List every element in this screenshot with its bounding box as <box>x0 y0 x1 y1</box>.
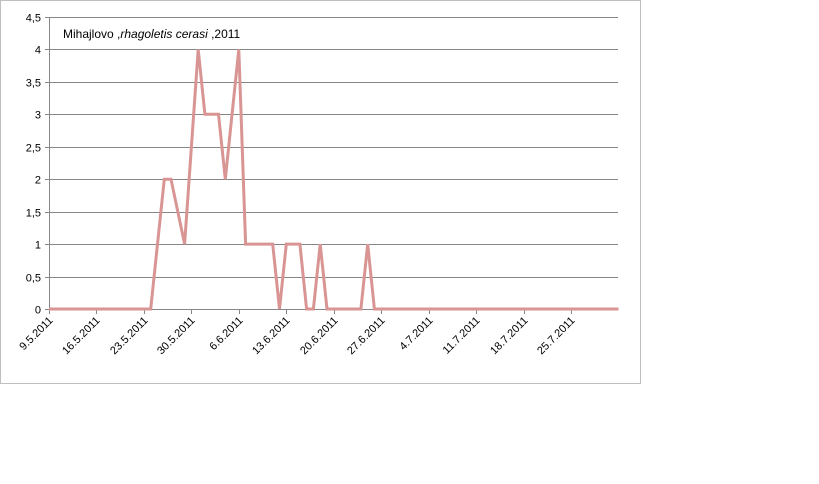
x-tick-label: 23.5.2011 <box>108 315 151 358</box>
y-tick-label: 0 <box>35 305 41 317</box>
y-tick-label: 1 <box>35 240 41 252</box>
y-tick-label: 3 <box>35 110 41 122</box>
line-chart: 0 0,5 1 1,5 2 2,5 3 3,5 4 4,5 9.5.2011 16.5.2011 23.… <box>17 13 619 358</box>
y-tick-label: 2,5 <box>26 143 41 155</box>
x-tick-label: 20.6.2011 <box>298 315 341 358</box>
x-tick-label: 9.5.2011 <box>17 315 55 353</box>
x-tick-label: 30.5.2011 <box>155 315 198 358</box>
chart-title-part: rhagoletis cerasi <box>120 27 208 41</box>
x-tick-label: 27.6.2011 <box>345 315 388 358</box>
chart-title: Mihajlovo ,rhagoletis cerasi ,2011 <box>63 27 241 41</box>
y-tick-label: 4 <box>35 45 41 57</box>
x-tick-label: 6.6.2011 <box>207 315 245 353</box>
series-line <box>49 49 619 311</box>
chart-title-part: Mihajlovo , <box>63 27 120 41</box>
y-tick-label: 2 <box>35 175 41 187</box>
x-tick-label: 11.7.2011 <box>441 315 483 357</box>
y-tick-label: 1,5 <box>26 208 41 220</box>
x-tick-label: 16.5.2011 <box>60 315 103 358</box>
y-tick-label: 3,5 <box>26 78 41 90</box>
chart-area: 0 0,5 1 1,5 2 2,5 3 3,5 4 4,5 9.5.2011 16.5.2011 23.… <box>0 0 641 384</box>
x-tick-label: 25.7.2011 <box>535 315 578 358</box>
y-tick-label: 4,5 <box>26 13 41 25</box>
chart-title-part: ,2011 <box>208 27 241 41</box>
x-tick-label: 18.7.2011 <box>488 315 531 358</box>
y-tick-label: 0,5 <box>26 273 41 285</box>
x-tick-label: 13.6.2011 <box>250 315 293 358</box>
x-tick-label: 4.7.2011 <box>397 315 435 353</box>
